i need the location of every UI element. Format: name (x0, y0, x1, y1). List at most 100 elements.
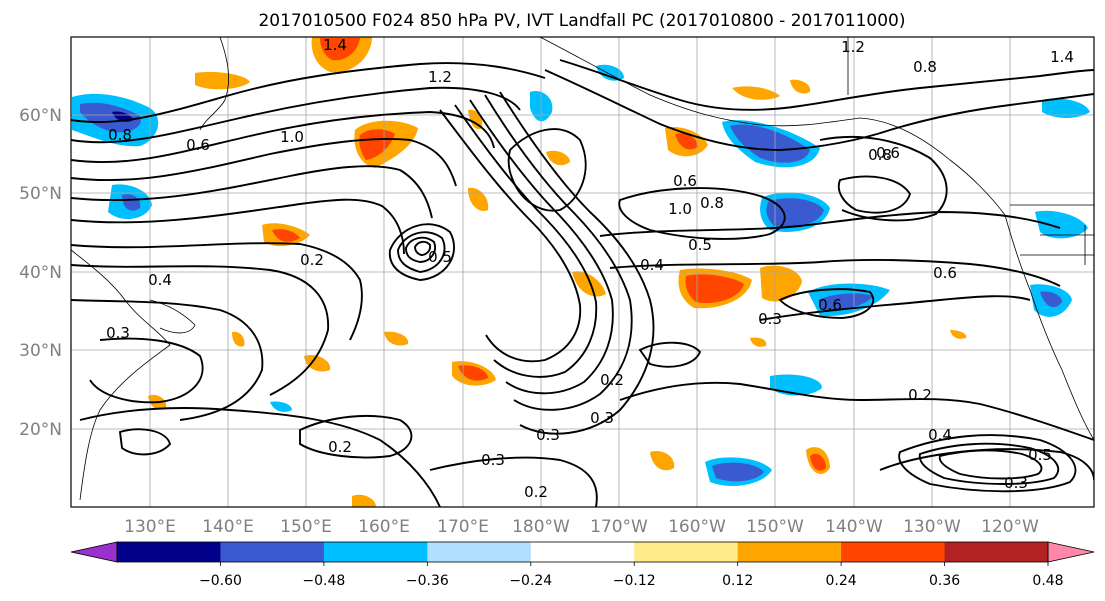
na-west-coast (1004, 214, 1094, 441)
latitude-label: 40°N (19, 263, 62, 283)
colorbar-tick-label: 0.36 (929, 573, 960, 589)
colorbar-tick-label: 0.12 (722, 573, 753, 589)
longitude-label: 140°E (202, 517, 254, 537)
contour-label: 0.6 (933, 264, 957, 282)
contour-label: 0.4 (148, 271, 172, 289)
longitude-label: 160°E (358, 517, 410, 537)
contour-label: 1.4 (323, 36, 347, 54)
contour-label: 0.3 (481, 451, 505, 469)
colorbar-bin (117, 542, 221, 562)
contour-label: 0.5 (428, 248, 452, 266)
contour-label: 0.2 (600, 371, 624, 389)
colorbar-tick-label: 0.48 (1032, 573, 1063, 589)
negative-anomaly-blob (1035, 210, 1088, 239)
positive-anomaly-blob (750, 337, 767, 347)
colorbar-bin (737, 542, 842, 562)
colorbar-bin (530, 542, 635, 562)
latitude-label: 60°N (19, 106, 62, 126)
colorbar-tick-label: −0.24 (509, 573, 552, 589)
positive-anomaly-blob (352, 494, 376, 507)
positive-anomaly-blob (572, 271, 606, 297)
contour-label: 0.4 (928, 426, 952, 444)
colorbar-tick-label: −0.36 (406, 573, 449, 589)
positive-anomaly-blob (195, 72, 250, 90)
positive-anomaly-blob (760, 265, 802, 302)
longitude-label: 150°W (746, 517, 804, 537)
contour-labels: 1.41.21.00.80.60.50.40.30.21.21.40.81.0 0… (106, 36, 1074, 501)
longitude-label: 170°E (437, 517, 489, 537)
longitude-label: 120°W (981, 517, 1039, 537)
contour-label: 0.4 (640, 256, 664, 274)
negative-anomaly-blob (1042, 98, 1090, 118)
latitude-label: 30°N (19, 341, 62, 361)
colorbar-bin (841, 542, 946, 562)
longitude-label: 170°W (590, 517, 648, 537)
colorbar-tick-label: 0.24 (826, 573, 857, 589)
latitude-labels: 60°N 50°N 40°N 30°N 20°N (19, 106, 62, 440)
colorbar (70, 541, 1095, 563)
contour-label: 1.2 (841, 38, 865, 56)
negative-anomaly-blob (770, 374, 822, 396)
contour-label: 1.4 (1050, 48, 1074, 66)
colorbar-extend-low (70, 541, 118, 563)
contour-label: 0.3 (536, 426, 560, 444)
positive-anomaly-blob (950, 330, 967, 339)
longitude-label: 150°E (280, 517, 332, 537)
colorbar-tick-label: −0.60 (199, 573, 242, 589)
longitude-label: 180°W (512, 517, 570, 537)
contour-label: 0.8 (913, 58, 937, 76)
colorbar-bin (427, 542, 532, 562)
negative-anomaly-core (80, 102, 141, 133)
contour-label: 0.2 (908, 386, 932, 404)
contour-label: 0.3 (106, 324, 130, 342)
contour-label: 0.6 (876, 144, 900, 162)
contour-label: 0.2 (300, 251, 324, 269)
us-state-lines (1020, 225, 1094, 265)
latitude-label: 20°N (19, 420, 62, 440)
map-title: 2017010500 F024 850 hPa PV, IVT Landfall… (258, 11, 905, 31)
contour-label: 0.3 (590, 409, 614, 427)
contour-label: 1.2 (428, 68, 452, 86)
contour-label: 0.3 (1004, 474, 1028, 492)
positive-anomaly-blob (732, 86, 780, 100)
contour-label: 0.8 (700, 194, 724, 212)
contour-label: 0.6 (673, 172, 697, 190)
longitude-label: 130°E (124, 517, 176, 537)
longitude-labels: 130°E 140°E 150°E 160°E 170°E 180°W 170°W 160°W… (124, 517, 1039, 537)
colorbar-ticks: −0.60 −0.48 −0.36 −0.24 −0.12 0.12 0.24 0.36 0.4… (199, 562, 1064, 589)
contour-label: 0.6 (818, 296, 842, 314)
japan-coast (149, 299, 196, 334)
coastlines (71, 37, 1094, 501)
colorbar-frame (116, 541, 1049, 563)
positive-anomaly-blob (468, 187, 489, 212)
contour-label: 0.8 (868, 146, 892, 164)
latitude-label: 50°N (19, 184, 62, 204)
map-frame (70, 36, 1095, 508)
colorbar-bin (944, 542, 1049, 562)
positive-anomaly-blob (304, 354, 331, 372)
positive-anomaly-blob (232, 331, 245, 347)
longitude-label: 130°W (903, 517, 961, 537)
contour-label: 0.2 (524, 483, 548, 501)
pv-contours (71, 59, 1094, 507)
positive-anomaly-blob (650, 450, 675, 471)
contour-label: 1.0 (668, 200, 692, 218)
asia-coast (71, 249, 171, 501)
colorbar-tick-label: −0.12 (613, 573, 656, 589)
longitude-label: 160°W (668, 517, 726, 537)
contour-label: 0.6 (186, 136, 210, 154)
colorbar-bin (323, 542, 428, 562)
positive-anomaly-blob (790, 79, 811, 94)
colorbar-tick-label: −0.48 (302, 573, 345, 589)
contour-label: 0.8 (108, 126, 132, 144)
graticule (71, 37, 1094, 507)
positive-anomaly-blob (546, 150, 570, 166)
contour-label: 1.0 (280, 128, 304, 146)
colorbar-extend-high (1047, 541, 1095, 563)
map-panel: 1.41.21.00.80.60.50.40.30.21.21.40.81.0 0… (71, 36, 1094, 507)
longitude-label: 140°W (825, 517, 883, 537)
contour-label: 0.5 (1028, 446, 1052, 464)
negative-anomaly-blob (596, 64, 624, 81)
contour-label: 0.3 (758, 310, 782, 328)
colorbar-bin (220, 542, 325, 562)
